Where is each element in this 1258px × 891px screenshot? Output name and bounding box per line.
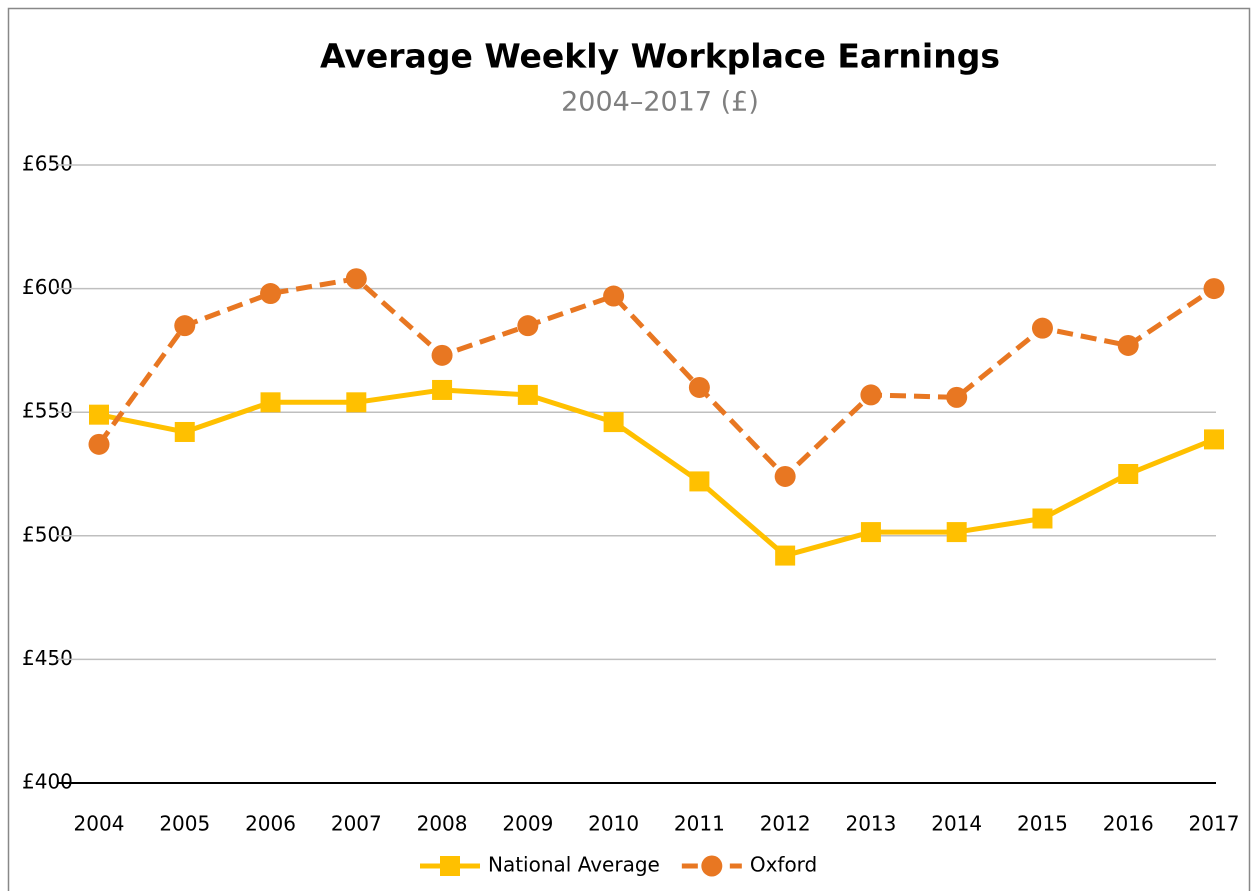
- x-tick-label: 2011: [674, 812, 725, 836]
- marker: [260, 283, 282, 305]
- x-tick-label: 2015: [1017, 812, 1068, 836]
- x-tick-label: 2017: [1189, 812, 1240, 836]
- x-tick-label: 2008: [417, 812, 468, 836]
- y-tick-label: £600: [22, 275, 73, 299]
- chart-frame: [7, 7, 1251, 891]
- x-tick-label: 2016: [1103, 812, 1154, 836]
- x-tick-label: 2006: [245, 812, 296, 836]
- marker: [88, 433, 110, 455]
- y-tick-label: £650: [22, 152, 73, 176]
- marker: [1032, 508, 1053, 529]
- legend-label: Oxford: [750, 853, 817, 877]
- x-tick-label: 2009: [502, 812, 553, 836]
- chart-subtitle: 2004–2017 (£): [561, 87, 759, 118]
- marker: [174, 421, 195, 442]
- x-tick-label: 2013: [845, 812, 896, 836]
- chart-title: Average Weekly Workplace Earnings: [320, 37, 1000, 76]
- marker: [946, 522, 967, 543]
- x-tick-label: 2014: [931, 812, 982, 836]
- series-line: [96, 276, 1216, 479]
- marker: [431, 344, 453, 366]
- y-tick-label: £400: [22, 770, 73, 794]
- x-tick-label: 2004: [74, 812, 125, 836]
- marker: [89, 404, 109, 425]
- marker: [688, 376, 710, 398]
- x-tick-label: 2007: [331, 812, 382, 836]
- marker: [345, 268, 367, 290]
- legend-marker: [440, 856, 460, 876]
- marker: [689, 471, 710, 492]
- marker: [174, 315, 196, 337]
- x-tick-label: 2010: [588, 812, 639, 836]
- marker: [860, 384, 882, 406]
- legend-marker: [701, 855, 723, 877]
- y-tick-label: £500: [22, 522, 73, 546]
- marker: [603, 412, 624, 433]
- marker: [432, 379, 453, 400]
- marker: [517, 315, 539, 337]
- marker: [517, 384, 538, 405]
- marker: [1204, 429, 1224, 450]
- x-tick-label: 2012: [760, 812, 811, 836]
- marker: [860, 522, 881, 543]
- marker: [774, 465, 796, 487]
- marker: [260, 392, 281, 413]
- marker: [946, 386, 968, 408]
- marker: [1118, 464, 1139, 484]
- series-line: [98, 387, 1215, 559]
- y-tick-label: £550: [22, 399, 73, 423]
- marker: [346, 392, 367, 413]
- y-tick-label: £450: [22, 646, 73, 670]
- x-tick-label: 2005: [159, 812, 210, 836]
- marker: [1203, 278, 1225, 300]
- legend-label: National Average: [488, 853, 660, 877]
- marker: [603, 285, 625, 307]
- marker: [1117, 334, 1139, 356]
- marker: [1031, 317, 1053, 339]
- marker: [775, 545, 796, 566]
